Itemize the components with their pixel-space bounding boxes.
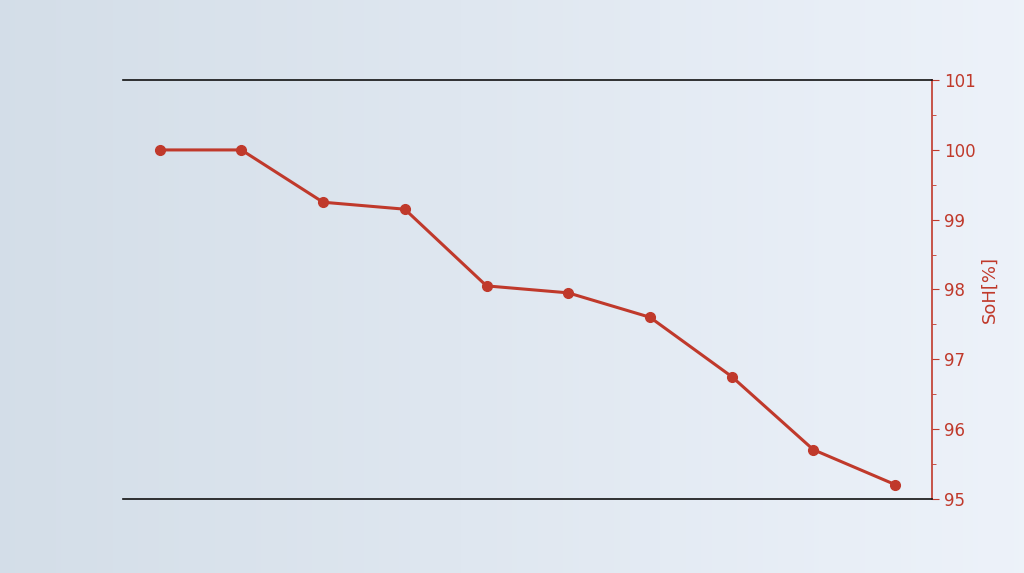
Y-axis label: SoH[%]: SoH[%] <box>981 256 999 323</box>
Capacity <box>725 338 737 345</box>
Capacity <box>807 398 819 405</box>
Line: SoH: SoH <box>155 145 900 489</box>
SoH <box>889 481 901 488</box>
X-axis label: Cycles: Cycles <box>498 534 557 552</box>
Capacity <box>480 234 493 241</box>
Capacity <box>644 296 656 303</box>
Title: Charge/discharge cycle count: Charge/discharge cycle count <box>274 41 780 69</box>
SoH <box>725 373 737 380</box>
Capacity <box>889 443 901 450</box>
SoH <box>807 446 819 453</box>
SoH <box>154 147 166 154</box>
Capacity <box>236 105 248 112</box>
Legend: Capacity, SoH: Capacity, SoH <box>773 89 923 156</box>
Capacity <box>317 150 330 157</box>
SoH <box>236 147 248 154</box>
SoH <box>398 206 411 213</box>
Line: Capacity: Capacity <box>155 103 900 451</box>
SoH <box>644 314 656 321</box>
Capacity <box>398 160 411 167</box>
Capacity <box>154 108 166 115</box>
Y-axis label: Discharge capacity [Ah]: Discharge capacity [Ah] <box>50 182 69 397</box>
Capacity <box>562 261 574 268</box>
SoH <box>562 289 574 296</box>
SoH <box>480 282 493 289</box>
SoH <box>317 199 330 206</box>
